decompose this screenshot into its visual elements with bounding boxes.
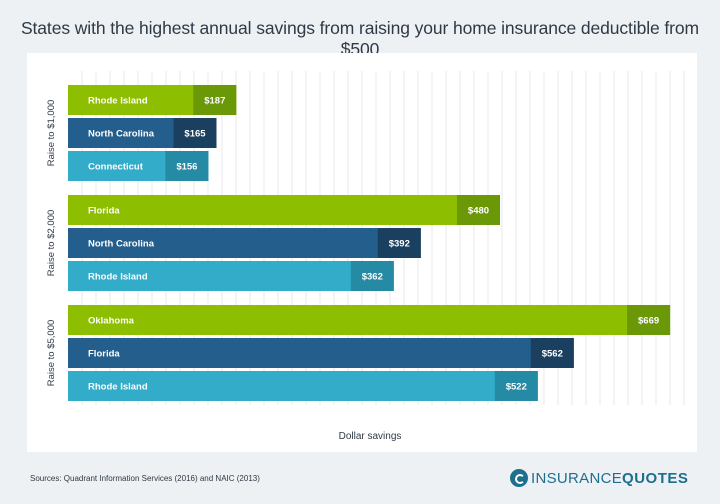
bar [68,338,574,368]
bar-state-label: North Carolina [88,239,155,250]
bar-value-box [627,305,671,335]
bar-value-box [350,261,394,291]
bar-state-label: Florida [88,206,120,217]
bar-value-box [173,118,217,148]
insurancequotes-logo: INSURANCE QUOTES [510,467,688,489]
logo-icon [510,469,528,487]
bar-state-label: Rhode Island [88,96,148,107]
logo-text-quotes: QUOTES [622,469,689,487]
source-note: Sources: Quadrant Information Services (… [30,474,260,483]
bar [68,261,394,291]
bar-value-box [457,195,500,225]
bar-state-label: Connecticut [88,162,144,173]
chart-panel: Rhode Island $187 North Carolina $165 Connec… [27,53,697,452]
bar-value-label: $187 [204,96,225,107]
bar [68,228,421,258]
bar-value-box [165,151,209,181]
bar-state-label: North Carolina [88,129,155,140]
bar-value-label: $156 [176,162,197,173]
bar-value-box [193,85,237,115]
bar [68,305,671,335]
bar-value-box [494,371,538,401]
bar [68,371,538,401]
group-label: Raise to $2,000 [46,210,57,277]
bar-state-label: Rhode Island [88,382,148,393]
bar-value-label: $165 [184,129,206,140]
bar-state-label: Oklahoma [88,316,135,327]
logo-text-insurance: INSURANCE [531,469,623,487]
bar-value-label: $669 [638,316,659,327]
group-label: Raise to $1,000 [46,100,57,167]
x-axis-label: Dollar savings [339,431,402,442]
bar [68,195,500,225]
bar-value-box [377,228,421,258]
bar-value-box [530,338,574,368]
bar-value-label: $392 [389,239,410,250]
bar-chart: Rhode Island $187 North Carolina $165 Connec… [46,71,685,442]
bar-value-label: $480 [468,206,489,217]
bar-state-label: Florida [88,349,120,360]
bar-value-label: $522 [506,382,527,393]
bar-value-label: $562 [542,349,563,360]
bar-value-label: $362 [362,272,383,283]
group-label: Raise to $5,000 [46,320,57,387]
bar-state-label: Rhode Island [88,272,148,283]
